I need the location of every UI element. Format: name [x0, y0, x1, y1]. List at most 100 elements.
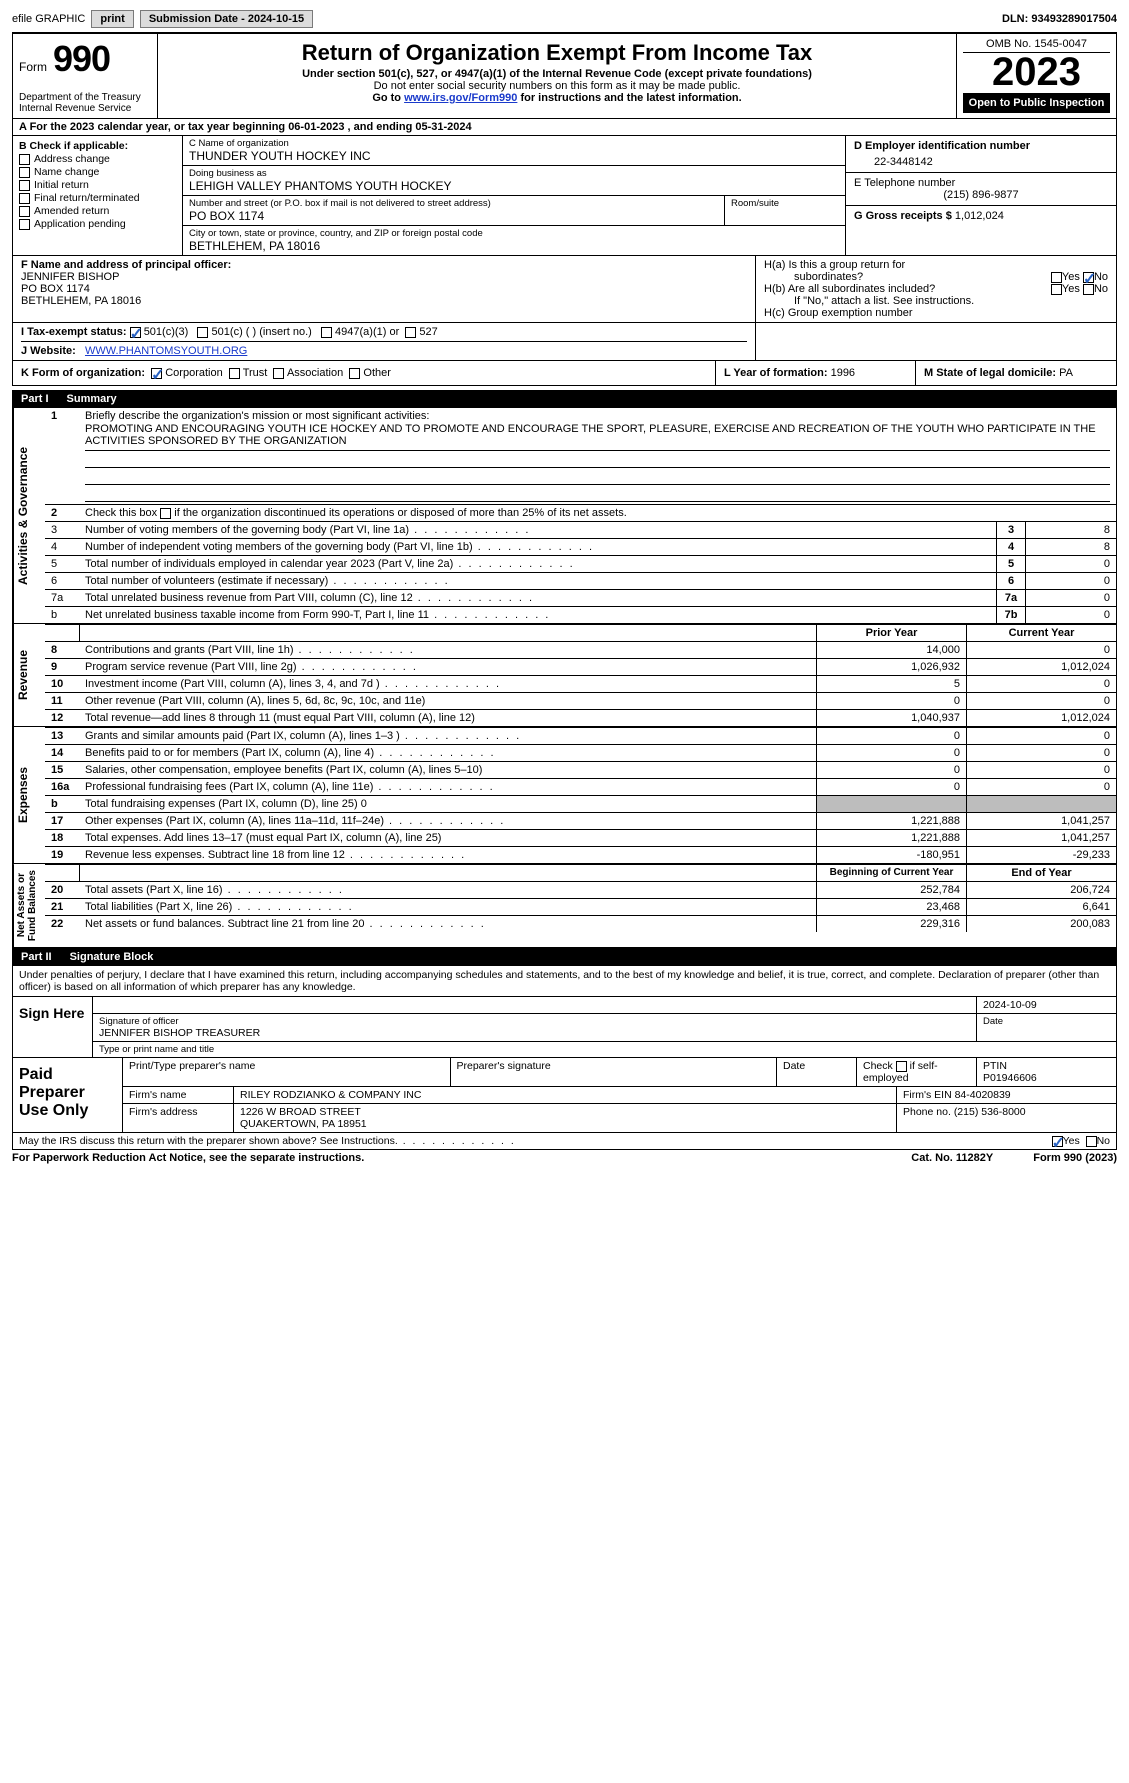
footer: For Paperwork Reduction Act Notice, see … [12, 1150, 1117, 1166]
chk-4947[interactable] [321, 327, 332, 338]
telephone: (215) 896-9877 [854, 189, 1108, 201]
subtitle-1: Under section 501(c), 527, or 4947(a)(1)… [164, 68, 950, 80]
efile-label: efile GRAPHIC [12, 13, 85, 25]
identity-block: B Check if applicable: Address change Na… [12, 136, 1117, 256]
chk-527[interactable] [405, 327, 416, 338]
row-a-period: A For the 2023 calendar year, or tax yea… [12, 119, 1117, 136]
chk-corp[interactable] [151, 368, 162, 379]
ha-yes[interactable] [1051, 272, 1062, 283]
checkbox-name-change[interactable] [19, 167, 30, 178]
chk-assoc[interactable] [273, 368, 284, 379]
row-k-l-m: K Form of organization: Corporation Trus… [12, 361, 1117, 386]
mission-text: PROMOTING AND ENCOURAGING YOUTH ICE HOCK… [85, 422, 1110, 451]
hb-no[interactable] [1083, 284, 1094, 295]
val-7b: 0 [1026, 606, 1116, 623]
checkbox-address-change[interactable] [19, 154, 30, 165]
dba-label: Doing business as [189, 168, 839, 179]
irs-link[interactable]: www.irs.gov/Form990 [404, 92, 517, 104]
city-label: City or town, state or province, country… [189, 228, 839, 239]
gross-receipts: 1,012,024 [955, 210, 1004, 222]
city: BETHLEHEM, PA 18016 [189, 239, 839, 253]
vlabel-netassets: Net Assets or Fund Balances [13, 864, 45, 947]
room-label: Room/suite [731, 198, 839, 209]
firm-name: RILEY RODZIANKO & COMPANY INC [233, 1087, 896, 1103]
checkbox-initial-return[interactable] [19, 180, 30, 191]
top-bar: efile GRAPHIC print Submission Date - 20… [12, 8, 1117, 33]
vlabel-governance: Activities & Governance [13, 408, 45, 623]
summary-revenue: Revenue Prior YearCurrent Year 8Contribu… [12, 624, 1117, 727]
discuss-yes[interactable] [1052, 1136, 1063, 1147]
chk-self-employed[interactable] [896, 1061, 907, 1072]
firm-phone: (215) 536-8000 [954, 1106, 1026, 1118]
pra-notice: For Paperwork Reduction Act Notice, see … [12, 1152, 364, 1164]
summary-governance: Activities & Governance 1 Briefly descri… [12, 408, 1117, 624]
ein: 22-3448142 [854, 156, 1108, 168]
hc-label: H(c) Group exemption number [764, 307, 1108, 319]
tax-year: 2023 [963, 53, 1110, 91]
vlabel-expenses: Expenses [13, 727, 45, 863]
hb-yes[interactable] [1051, 284, 1062, 295]
gross-label: G Gross receipts $ [854, 210, 952, 222]
checkbox-final-return[interactable] [19, 193, 30, 204]
tel-label: E Telephone number [854, 177, 1108, 189]
org-name: THUNDER YOUTH HOCKEY INC [189, 149, 839, 163]
vlabel-revenue: Revenue [13, 624, 45, 726]
form-word: Form [19, 60, 47, 74]
val-5: 0 [1026, 555, 1116, 572]
firm-addr2: QUAKERTOWN, PA 18951 [240, 1118, 890, 1130]
row-i-j: I Tax-exempt status: 501(c)(3) 501(c) ( … [12, 323, 1117, 361]
sig-date: 2024-10-09 [976, 997, 1116, 1013]
part-2-header: Part II Signature Block [12, 948, 1117, 966]
part-1-header: Part I Summary [12, 390, 1117, 408]
cat-no: Cat. No. 11282Y [911, 1152, 993, 1164]
col-b-label: B Check if applicable: [19, 140, 176, 152]
officer-signature: JENNIFER BISHOP TREASURER [99, 1027, 970, 1039]
dba-name: LEHIGH VALLEY PHANTOMS YOUTH HOCKEY [189, 179, 839, 193]
department-label: Department of the Treasury Internal Reve… [19, 92, 151, 114]
year-formation: 1996 [831, 367, 855, 379]
print-button[interactable]: print [91, 10, 133, 28]
signature-block: Under penalties of perjury, I declare th… [12, 966, 1117, 1150]
paid-preparer-label: Paid Preparer Use Only [13, 1058, 123, 1132]
val-3: 8 [1026, 521, 1116, 538]
form-title: Return of Organization Exempt From Incom… [164, 40, 950, 66]
org-name-label: C Name of organization [189, 138, 839, 149]
subtitle-3: Go to www.irs.gov/Form990 for instructio… [164, 92, 950, 104]
checkbox-application-pending[interactable] [19, 219, 30, 230]
officer-street: PO BOX 1174 [21, 283, 747, 295]
firm-addr1: 1226 W BROAD STREET [240, 1106, 890, 1118]
row-f-h: F Name and address of principal officer:… [12, 256, 1117, 323]
val-7a: 0 [1026, 589, 1116, 606]
checkbox-amended[interactable] [19, 206, 30, 217]
val-6: 0 [1026, 572, 1116, 589]
officer-label: F Name and address of principal officer: [21, 259, 747, 271]
chk-discontinued[interactable] [160, 508, 171, 519]
discuss-question: May the IRS discuss this return with the… [19, 1135, 516, 1147]
ptin: P01946606 [983, 1072, 1110, 1084]
ha-no[interactable] [1083, 272, 1094, 283]
firm-ein: 84-4020839 [955, 1089, 1011, 1101]
summary-expenses: Expenses 13Grants and similar amounts pa… [12, 727, 1117, 864]
ein-label: D Employer identification number [854, 140, 1108, 152]
form-footer: Form 990 (2023) [1033, 1152, 1117, 1164]
public-inspection: Open to Public Inspection [963, 93, 1110, 113]
form-header: Form 990 Department of the Treasury Inte… [12, 33, 1117, 119]
subtitle-2: Do not enter social security numbers on … [164, 80, 950, 92]
discuss-no[interactable] [1086, 1136, 1097, 1147]
state-domicile: PA [1059, 367, 1073, 379]
declaration: Under penalties of perjury, I declare th… [13, 966, 1116, 996]
dln-number: DLN: 93493289017504 [1002, 13, 1117, 25]
summary-netassets: Net Assets or Fund Balances Beginning of… [12, 864, 1117, 948]
chk-trust[interactable] [229, 368, 240, 379]
form-number: 990 [53, 38, 110, 80]
submission-date: Submission Date - 2024-10-15 [140, 10, 313, 28]
chk-501c3[interactable] [130, 327, 141, 338]
chk-501c[interactable] [197, 327, 208, 338]
website-link[interactable]: WWW.PHANTOMSYOUTH.ORG [85, 345, 247, 357]
chk-other[interactable] [349, 368, 360, 379]
street: PO BOX 1174 [189, 209, 718, 223]
officer-name: JENNIFER BISHOP [21, 271, 747, 283]
sign-here-label: Sign Here [13, 997, 93, 1057]
val-4: 8 [1026, 538, 1116, 555]
officer-city: BETHLEHEM, PA 18016 [21, 295, 747, 307]
